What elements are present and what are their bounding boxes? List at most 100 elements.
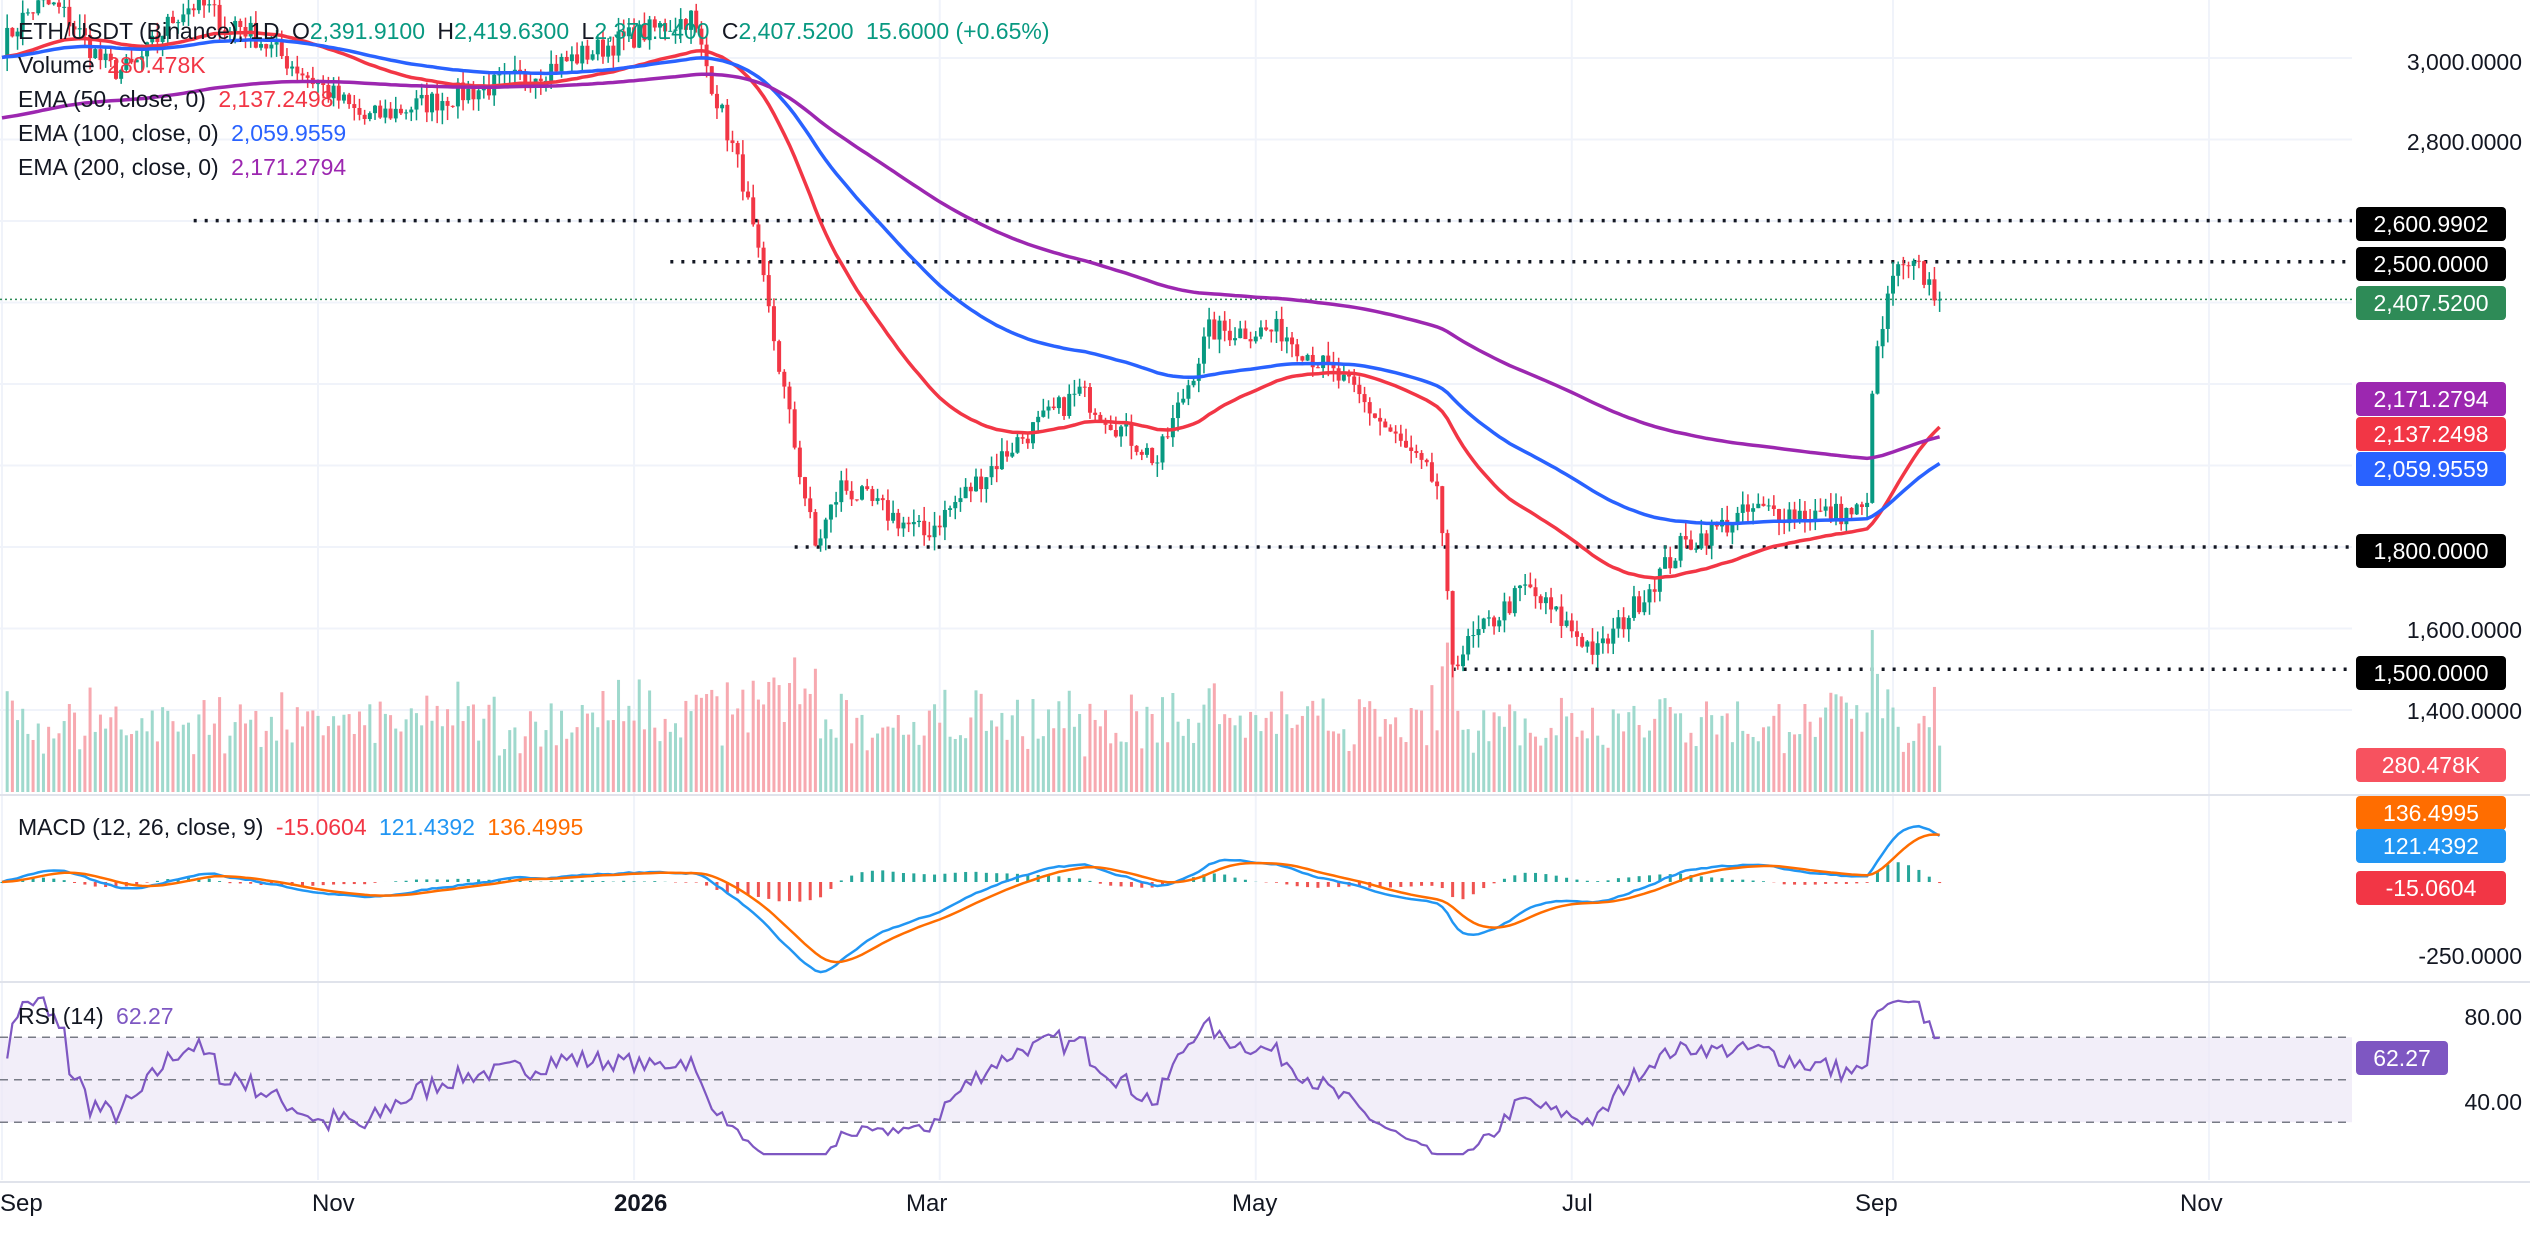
volume-bar bbox=[627, 705, 631, 792]
macd-histogram-bar bbox=[342, 882, 346, 885]
volume-bar bbox=[1782, 753, 1786, 792]
candle-body bbox=[1834, 503, 1839, 521]
volume-bar bbox=[777, 685, 781, 792]
candle-body bbox=[1559, 606, 1564, 626]
ema200-legend[interactable]: EMA (200, close, 0) 2,171.2794 bbox=[18, 150, 352, 184]
candle-body bbox=[1502, 601, 1507, 621]
volume-bar bbox=[508, 730, 512, 792]
macd-histogram-bar bbox=[456, 878, 460, 882]
low-value: 2,370.1400 bbox=[594, 18, 710, 44]
candle-body bbox=[1362, 394, 1367, 403]
candle-body bbox=[1891, 275, 1895, 294]
macd-histogram-bar bbox=[1243, 879, 1247, 882]
rsi-legend[interactable]: RSI (14) 62.27 bbox=[18, 1003, 180, 1030]
candle-body bbox=[414, 98, 419, 110]
macd-hist-value: -15.0604 bbox=[275, 814, 367, 840]
volume-bar bbox=[1451, 636, 1455, 792]
volume-bar bbox=[1668, 707, 1672, 792]
volume-bar bbox=[497, 755, 501, 792]
candle-body bbox=[1533, 587, 1538, 597]
macd-histogram-bar bbox=[1047, 875, 1051, 882]
candle-body bbox=[1699, 533, 1704, 549]
macd-histogram-bar bbox=[756, 882, 760, 897]
volume-bar bbox=[435, 705, 439, 792]
candle-body bbox=[1144, 447, 1149, 455]
volume-bar bbox=[275, 740, 279, 792]
macd-histogram-bar bbox=[1938, 882, 1942, 884]
macd-histogram-bar bbox=[964, 871, 968, 882]
candle-body bbox=[207, 4, 212, 6]
macd-histogram-bar bbox=[477, 879, 481, 882]
macd-histogram-bar bbox=[870, 870, 874, 882]
volume-bar bbox=[1238, 715, 1242, 792]
macd-histogram-bar bbox=[404, 880, 408, 882]
macd-histogram-bar bbox=[570, 880, 574, 882]
macd-histogram-bar bbox=[1388, 882, 1392, 888]
volume-bar bbox=[363, 725, 367, 792]
candle-body bbox=[1077, 386, 1082, 394]
candle-body bbox=[347, 94, 352, 105]
macd-legend[interactable]: MACD (12, 26, close, 9) -15.0604 121.439… bbox=[18, 814, 589, 841]
candle-body bbox=[626, 27, 631, 37]
candle-body bbox=[1771, 505, 1776, 510]
macd-histogram-bar bbox=[1710, 877, 1714, 882]
volume-bar bbox=[373, 742, 377, 792]
macd-histogram-bar bbox=[321, 882, 325, 886]
macd-histogram-bar bbox=[1761, 881, 1765, 882]
macd-line bbox=[1, 824, 1941, 974]
candle-body bbox=[46, 0, 51, 5]
candle-body bbox=[1227, 330, 1232, 341]
macd-histogram-bar bbox=[725, 882, 729, 893]
macd-histogram-bar bbox=[1420, 882, 1424, 886]
volume-legend[interactable]: Volume 280.478K bbox=[18, 48, 212, 82]
macd-histogram-bar bbox=[1803, 882, 1807, 885]
volume-bar bbox=[1150, 714, 1154, 792]
volume-bar bbox=[1896, 726, 1900, 792]
volume-bar bbox=[1321, 698, 1325, 792]
candle-body bbox=[1409, 447, 1414, 451]
ema100-legend[interactable]: EMA (100, close, 0) 2,059.9559 bbox=[18, 116, 352, 150]
candle-body bbox=[761, 247, 766, 276]
volume-bar bbox=[114, 706, 118, 792]
candle-body bbox=[1580, 636, 1585, 647]
volume-bar bbox=[1554, 735, 1558, 792]
volume-bar bbox=[1580, 730, 1584, 792]
candle-body bbox=[36, 0, 41, 14]
candle-body bbox=[1486, 617, 1491, 619]
macd-histogram-bar bbox=[746, 882, 750, 896]
macd-histogram-bar bbox=[953, 872, 957, 882]
volume-bar bbox=[741, 689, 745, 792]
volume-bar bbox=[1394, 717, 1398, 792]
candle-body bbox=[1678, 536, 1683, 561]
candle-body bbox=[1015, 437, 1020, 453]
volume-bar bbox=[1834, 694, 1838, 792]
candle-body bbox=[792, 409, 797, 448]
candle-body bbox=[202, 0, 207, 6]
volume-bar bbox=[181, 724, 185, 792]
volume-bar bbox=[342, 714, 346, 792]
volume-bar bbox=[1627, 712, 1631, 792]
volume-bar bbox=[1223, 714, 1227, 792]
volume-bar bbox=[321, 735, 325, 792]
volume-bar bbox=[1881, 718, 1885, 792]
volume-bar bbox=[1124, 742, 1128, 792]
macd-histogram-bar bbox=[1430, 882, 1434, 886]
ema50-legend[interactable]: EMA (50, close, 0) 2,137.2498 bbox=[18, 82, 339, 116]
candle-body bbox=[1082, 386, 1087, 388]
volume-bar bbox=[1425, 745, 1429, 792]
candle-body bbox=[1274, 318, 1279, 332]
volume-bar bbox=[523, 736, 527, 792]
macd-histogram-bar bbox=[1502, 878, 1506, 882]
candle-body bbox=[932, 525, 937, 538]
volume-bar bbox=[1274, 733, 1278, 792]
volume-bar bbox=[787, 683, 791, 792]
time-axis-label: Sep bbox=[0, 1190, 43, 1217]
candle-body bbox=[782, 371, 787, 387]
candle-body bbox=[896, 512, 901, 529]
volume-bar bbox=[1026, 748, 1030, 792]
macd-histogram-bar bbox=[62, 880, 66, 882]
volume-bar bbox=[41, 753, 45, 792]
macd-histogram-bar bbox=[601, 881, 605, 882]
candle-body bbox=[689, 10, 694, 30]
